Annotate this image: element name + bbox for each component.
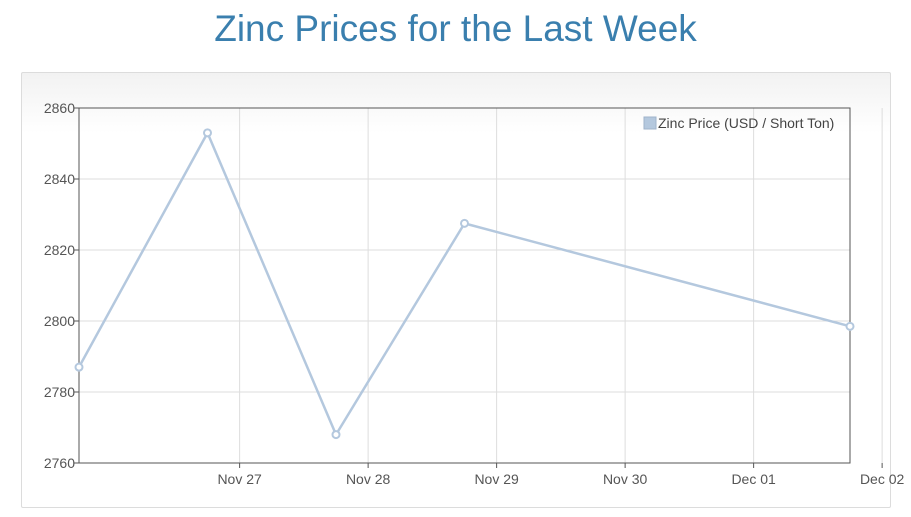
y-tick-label: 2840 — [44, 171, 75, 187]
y-tick-label: 2860 — [44, 100, 75, 116]
x-tick-label: Nov 27 — [217, 471, 262, 487]
data-point[interactable] — [845, 321, 855, 331]
legend-label: Zinc Price (USD / Short Ton) — [658, 115, 834, 131]
data-point[interactable] — [203, 128, 212, 138]
series-layer — [74, 128, 855, 440]
page-title: Zinc Prices for the Last Week — [214, 8, 697, 49]
x-tick-label: Nov 29 — [474, 471, 519, 487]
chart-panel — [21, 72, 891, 508]
legend: Zinc Price (USD / Short Ton) — [643, 115, 834, 131]
y-tick-label: 2760 — [44, 455, 75, 471]
data-point[interactable] — [331, 430, 341, 440]
y-tick-label: 2820 — [44, 242, 75, 258]
x-tick-label: Dec 02 — [860, 471, 905, 487]
series-line — [77, 131, 851, 436]
grid-lines — [79, 107, 883, 464]
data-point[interactable] — [460, 218, 469, 228]
y-tick-label: 2780 — [44, 384, 75, 400]
plot-area-border — [78, 107, 851, 464]
x-tick-label: Dec 01 — [731, 471, 776, 487]
x-tick-label: Nov 30 — [603, 471, 648, 487]
axis-labels: 2760 2780 2800 2820 2840 2860 Nov 27 Nov 28 Nov … — [44, 100, 905, 487]
x-tick-label: Nov 28 — [346, 471, 391, 487]
legend-swatch — [643, 116, 657, 130]
data-point[interactable] — [74, 362, 84, 372]
y-tick-label: 2800 — [44, 313, 75, 329]
